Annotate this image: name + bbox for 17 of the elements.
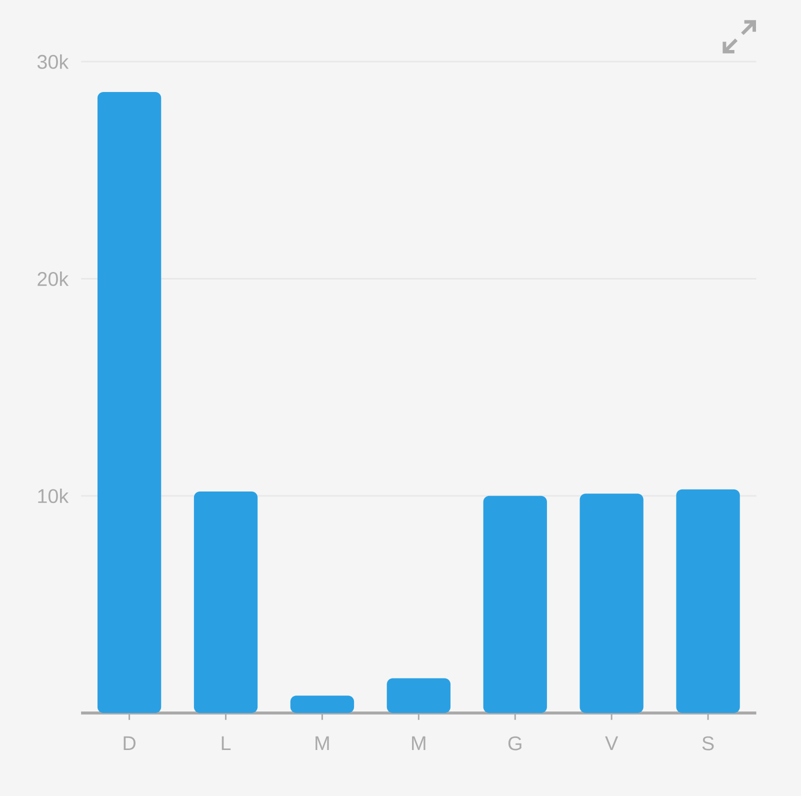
x-tick-label: L xyxy=(222,736,231,750)
bar xyxy=(676,489,740,713)
y-tick-label: 30k xyxy=(37,54,69,69)
x-tick-label: D xyxy=(124,736,136,750)
x-tick-label: G xyxy=(508,736,522,750)
x-tick-label: M xyxy=(412,736,426,750)
bar xyxy=(386,678,451,713)
x-tick-label: V xyxy=(605,736,618,750)
bar xyxy=(97,92,162,713)
bar xyxy=(483,496,547,713)
y-tick-label: 10k xyxy=(38,488,69,503)
bar xyxy=(194,491,258,713)
bar xyxy=(290,695,354,713)
y-tick-label: 20k xyxy=(38,271,69,286)
x-tick-label: M xyxy=(316,736,329,750)
bar xyxy=(580,493,644,713)
x-tick-label: S xyxy=(702,736,714,750)
